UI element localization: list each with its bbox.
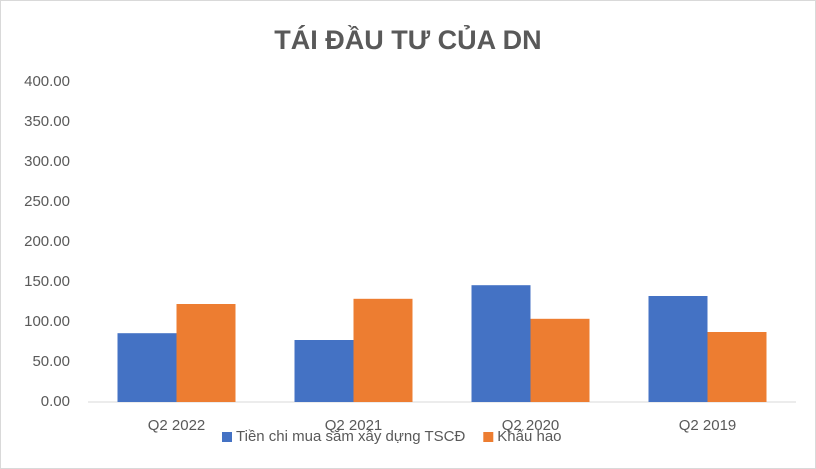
x-tick-label: Q2 2019 xyxy=(679,417,737,434)
y-tick-label: 50.00 xyxy=(32,353,70,370)
x-tick-label: Q2 2021 xyxy=(325,417,383,434)
bar xyxy=(117,333,177,402)
legend-swatch xyxy=(222,432,232,442)
bar xyxy=(176,304,236,402)
y-tick-label: 150.00 xyxy=(24,273,70,290)
y-tick-label: 350.00 xyxy=(24,113,70,130)
bar xyxy=(648,296,708,402)
y-tick-label: 300.00 xyxy=(24,153,70,170)
bar xyxy=(353,298,413,402)
bar xyxy=(294,340,354,402)
y-tick-label: 100.00 xyxy=(24,313,70,330)
bar xyxy=(707,332,767,402)
x-tick-label: Q2 2022 xyxy=(148,417,206,434)
y-tick-label: 0.00 xyxy=(41,393,70,410)
y-tick-label: 250.00 xyxy=(24,193,70,210)
x-tick-label: Q2 2020 xyxy=(502,417,560,434)
chart-title: TÁI ĐẦU TƯ CỦA DN xyxy=(274,23,541,55)
legend-label: Tiền chi mua sắm xây dựng TSCĐ xyxy=(236,428,465,445)
y-tick-label: 200.00 xyxy=(24,233,70,250)
y-tick-label: 400.00 xyxy=(24,73,70,90)
legend-label: Khấu hao xyxy=(497,428,561,445)
legend-swatch xyxy=(483,432,494,442)
bar xyxy=(530,318,590,402)
bar xyxy=(471,285,531,402)
